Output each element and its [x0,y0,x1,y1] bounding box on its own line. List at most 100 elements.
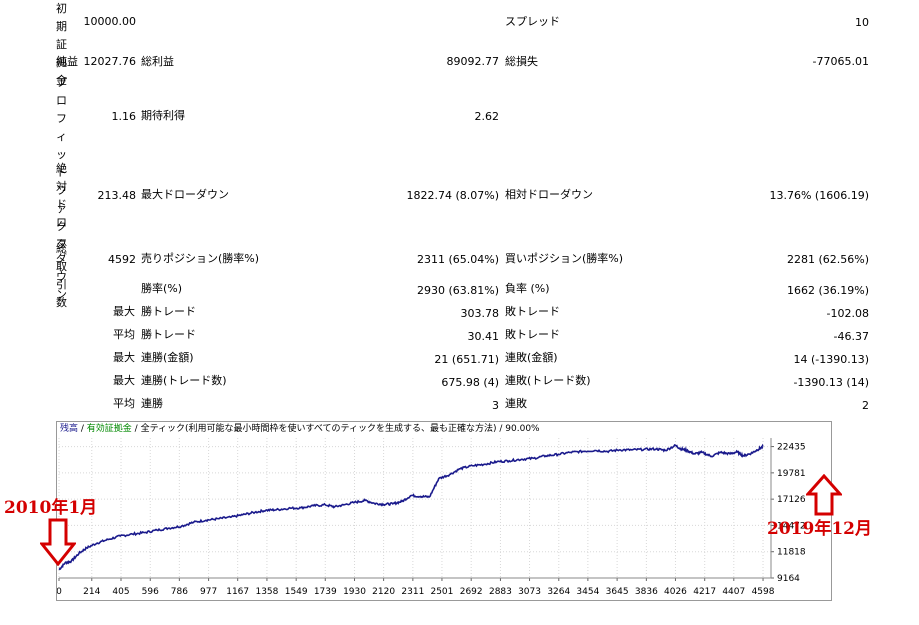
up-arrow-icon [806,474,842,516]
x-tick-label: 786 [171,587,188,597]
net-profit-label: 純益 [56,55,78,68]
x-tick-label: 596 [142,587,159,597]
win-rate-value: 2930 (63.81%) [416,284,499,297]
x-tick-label: 4026 [664,587,687,597]
x-tick-label: 4407 [722,587,745,597]
average-loss-label: 敗トレード [505,328,560,341]
x-tick-label: 2311 [401,587,424,597]
x-tick-label: 977 [200,587,217,597]
y-tick-label: 9164 [777,574,800,584]
total-trades-value: 4592 [108,253,136,266]
chart-legend: 残高 / 有効証拠金 / 全ティック(利用可能な最小時間枠を使いすべてのティック… [60,423,540,435]
down-arrow-icon [40,518,76,566]
average-win-value: 30.41 [467,330,500,343]
spread-value: 10 [855,16,869,29]
x-tick-label: 3264 [547,587,570,597]
max-label: 最大 [113,305,135,318]
x-tick-label: 3454 [576,587,599,597]
short-positions-label: 売りポジション(勝率%) [141,252,260,265]
largest-win-label: 勝トレード [141,305,196,318]
x-tick-label: 4217 [693,587,716,597]
average-consecutive-wins-label: 連勝 [141,397,163,410]
average-consecutive-losses-value: 2 [862,399,869,412]
x-tick-label: 1739 [314,587,337,597]
max-consecutive-profit-value: 675.98 (4) [441,376,499,389]
average-label: 平均 [113,328,135,341]
max-drawdown-label: 最大ドローダウン [141,188,229,201]
max-consecutive-losses-value: 14 (-1390.13) [793,353,869,366]
gross-loss-value: -77065.01 [812,55,869,68]
largest-loss-label: 敗トレード [505,305,560,318]
y-tick-label: 11818 [777,548,806,558]
max-consecutive-losses-label: 連敗(金額) [505,351,558,364]
total-trades-label: 総取引数 [56,242,67,309]
x-tick-label: 1930 [343,587,366,597]
end-date-annotation: 2019年12月 [767,519,872,539]
model-legend: 全ティック(利用可能な最小時間枠を使いすべてのティックを生成する、最も正確な方法… [140,424,497,434]
average-label: 平均 [113,397,135,410]
long-positions-label: 買いポジション(勝率%) [505,252,624,265]
y-tick-label: 19781 [777,469,806,479]
legend-separator: / [496,424,506,434]
chart-plot: 0 214 405 596 786 977 1167 1358 1549 1739 1930 2120… [57,438,806,597]
max-consecutive-wins-value: 21 (651.71) [434,353,499,366]
max-drawdown-value: 1822.74 (8.07%) [406,189,499,202]
legend-separator: / [131,424,141,434]
profit-factor-label: プロフィットファクタ [56,76,67,251]
max-consecutive-profit-label: 連勝(トレード数) [141,374,227,387]
x-tick-label: 2883 [489,587,512,597]
absolute-drawdown-value: 213.48 [97,189,137,202]
legend-separator: / [78,424,87,434]
gross-profit-label: 総利益 [141,55,174,68]
balance-chart: 残高 / 有効証拠金 / 全ティック(利用可能な最小時間枠を使いすべてのティック… [56,421,832,601]
spread-label: スプレッド [505,15,560,28]
largest-loss-value: -102.08 [826,307,869,320]
balance-line [58,443,764,571]
x-tick-label: 0 [57,587,62,597]
relative-drawdown-label: 相対ドローダウン [505,188,593,201]
max-consecutive-loss-value: -1390.13 (14) [793,376,869,389]
y-tick-label: 14472 [777,521,806,531]
absolute-drawdown-label: 絶対ドローダウン [56,162,67,301]
loss-rate-label: 負率 (%) [505,282,550,295]
net-profit-value: 12027.76 [83,55,137,68]
x-tick-label: 3073 [518,587,541,597]
x-tick-label: 2501 [430,587,453,597]
x-tick-label: 2692 [460,587,483,597]
equity-legend: 有効証拠金 [86,424,132,434]
x-tick-label: 1358 [255,587,278,597]
largest-win-value: 303.78 [460,307,500,320]
win-rate-label: 勝率(%) [141,282,183,295]
max-consecutive-wins-label: 連勝(金額) [141,351,194,364]
max-label: 最大 [113,351,135,364]
x-tick-label: 4598 [752,587,775,597]
balance-legend: 残高 [60,424,79,434]
profit-factor-value: 1.16 [111,110,137,123]
expected-payoff-value: 2.62 [474,110,500,123]
y-tick-label: 22435 [777,443,806,453]
max-label: 最大 [113,374,135,387]
initial-deposit-label: 初期証拠金 [56,2,67,87]
gross-profit-value: 89092.77 [446,55,500,68]
loss-rate-value: 1662 (36.19%) [786,284,869,297]
average-consecutive-losses-label: 連敗 [505,397,527,410]
average-win-label: 勝トレード [141,328,196,341]
x-tick-label: 3836 [635,587,658,597]
y-tick-label: 17126 [777,495,806,505]
relative-drawdown-value: 13.76% (1606.19) [769,189,869,202]
average-consecutive-wins-value: 3 [492,399,499,412]
start-date-annotation: 2010年1月 [4,498,98,518]
initial-deposit-value: 10000.00 [83,15,137,28]
x-tick-label: 214 [83,587,100,597]
short-positions-value: 2311 (65.04%) [416,253,499,266]
expected-payoff-label: 期待利得 [141,109,185,122]
x-tick-label: 405 [112,587,129,597]
x-tick-label: 1549 [285,587,308,597]
long-positions-value: 2281 (62.56%) [786,253,869,266]
x-tick-label: 2120 [372,587,395,597]
x-tick-label: 3645 [606,587,629,597]
quality-legend: 90.00% [505,424,540,434]
x-tick-label: 1167 [226,587,249,597]
max-consecutive-loss-label: 連敗(トレード数) [505,374,591,387]
average-loss-value: -46.37 [833,330,869,343]
